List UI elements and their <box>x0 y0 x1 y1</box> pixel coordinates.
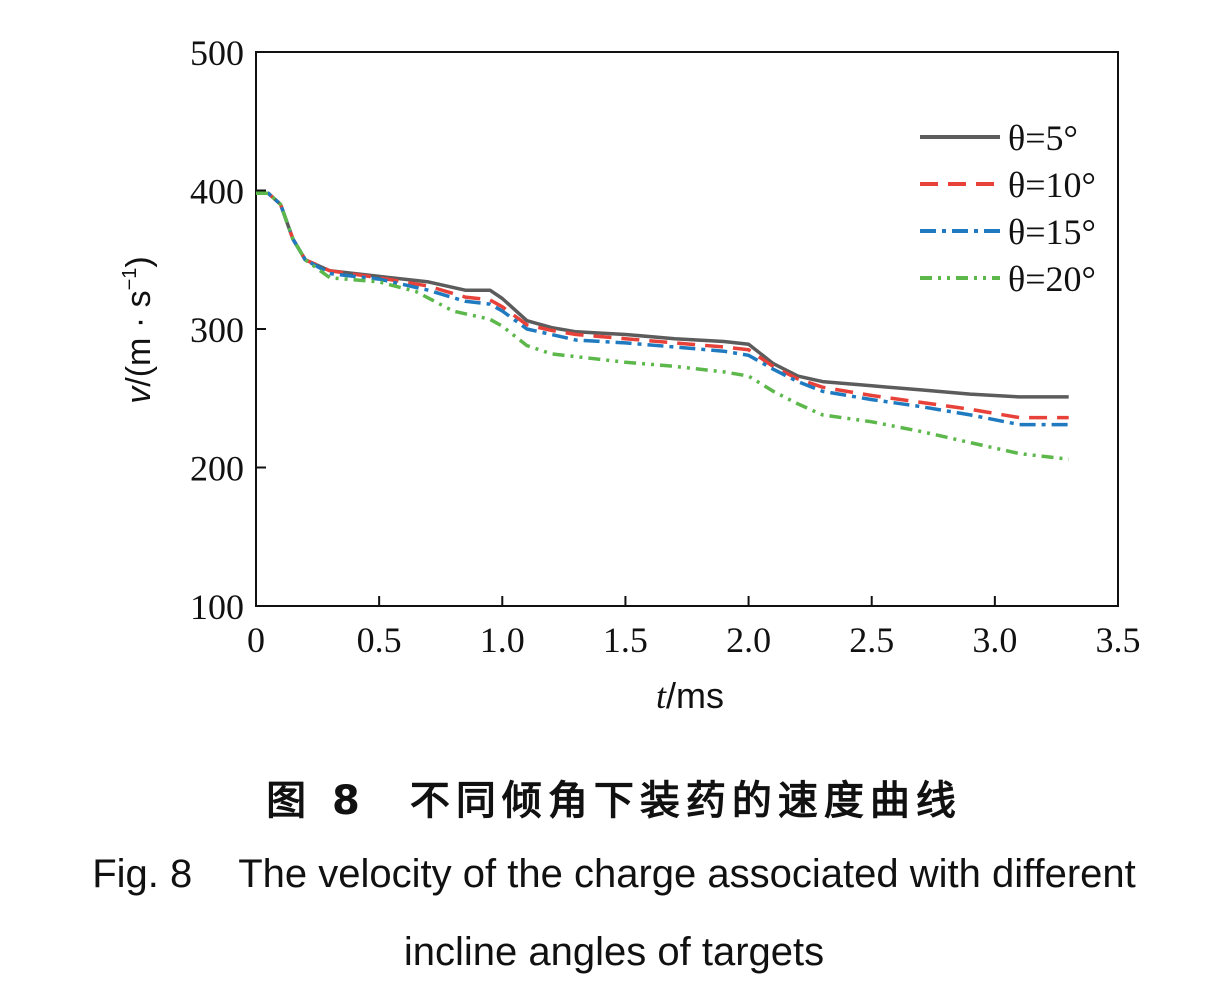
y-axis-unit: /(m · s <box>120 290 158 386</box>
y-tick-label: 300 <box>190 310 244 350</box>
caption-cn-figure-number: 图 8 <box>266 778 366 824</box>
legend-label-2: θ=10° <box>1008 165 1096 205</box>
y-tick-label: 400 <box>190 172 244 212</box>
y-axis-variable: v <box>120 385 158 404</box>
x-tick-label: 0.5 <box>357 620 402 660</box>
y-tick-label: 100 <box>190 587 244 627</box>
x-tick-label: 0 <box>247 620 265 660</box>
legend-label-3: θ=15° <box>1008 212 1096 252</box>
y-axis-label: v/(m · s−1) <box>119 256 158 403</box>
x-tick-label: 2.5 <box>849 620 894 660</box>
x-tick-label: 3.5 <box>1096 620 1141 660</box>
caption-en-figure-number: Fig. 8 <box>92 852 193 896</box>
series-line-2 <box>256 191 1069 420</box>
caption-en-title-line1: The velocity of the charge associated wi… <box>238 852 1136 896</box>
y-tick-label: 200 <box>190 449 244 489</box>
y-axis-unit-close: ) <box>120 256 158 267</box>
series-layer <box>256 191 1069 461</box>
x-axis-unit: /ms <box>666 675 724 716</box>
x-axis-label: t/ms <box>656 675 724 716</box>
figure-caption-english-line2: incline angles of targets <box>0 930 1228 975</box>
plot-area: 0 0.5 1.0 1.5 2.0 2.5 3.0 3.5 100 200 300 400 500 <box>190 33 1141 660</box>
x-tick-label: 1.5 <box>603 620 648 660</box>
chart-legend: θ=5° θ=10° θ=15° θ=20° <box>920 118 1096 299</box>
series-line-3 <box>256 191 1069 427</box>
axis-labels: t/ms v/(m · s−1) <box>119 256 724 716</box>
legend-label-1: θ=5° <box>1008 118 1078 158</box>
velocity-chart: 0 0.5 1.0 1.5 2.0 2.5 3.0 3.5 100 200 300 400 500 θ=… <box>119 33 1141 716</box>
caption-cn-title: 不同倾角下装药的速度曲线 <box>409 778 962 824</box>
y-tick-label: 500 <box>190 33 244 73</box>
legend-label-4: θ=20° <box>1008 259 1096 299</box>
caption-en-title-line2: incline angles of targets <box>403 930 825 974</box>
x-tick-label: 1.0 <box>480 620 525 660</box>
x-tick-label: 2.0 <box>726 620 771 660</box>
series-line-4 <box>256 191 1069 461</box>
x-axis-variable: t <box>656 676 667 716</box>
figure-caption-english-line1: Fig. 8 The velocity of the charge associa… <box>0 852 1228 897</box>
y-axis-unit-exponent: −1 <box>119 268 141 291</box>
figure-caption-chinese: 图 8 不同倾角下装药的速度曲线 <box>0 768 1228 826</box>
x-tick-label: 3.0 <box>972 620 1017 660</box>
